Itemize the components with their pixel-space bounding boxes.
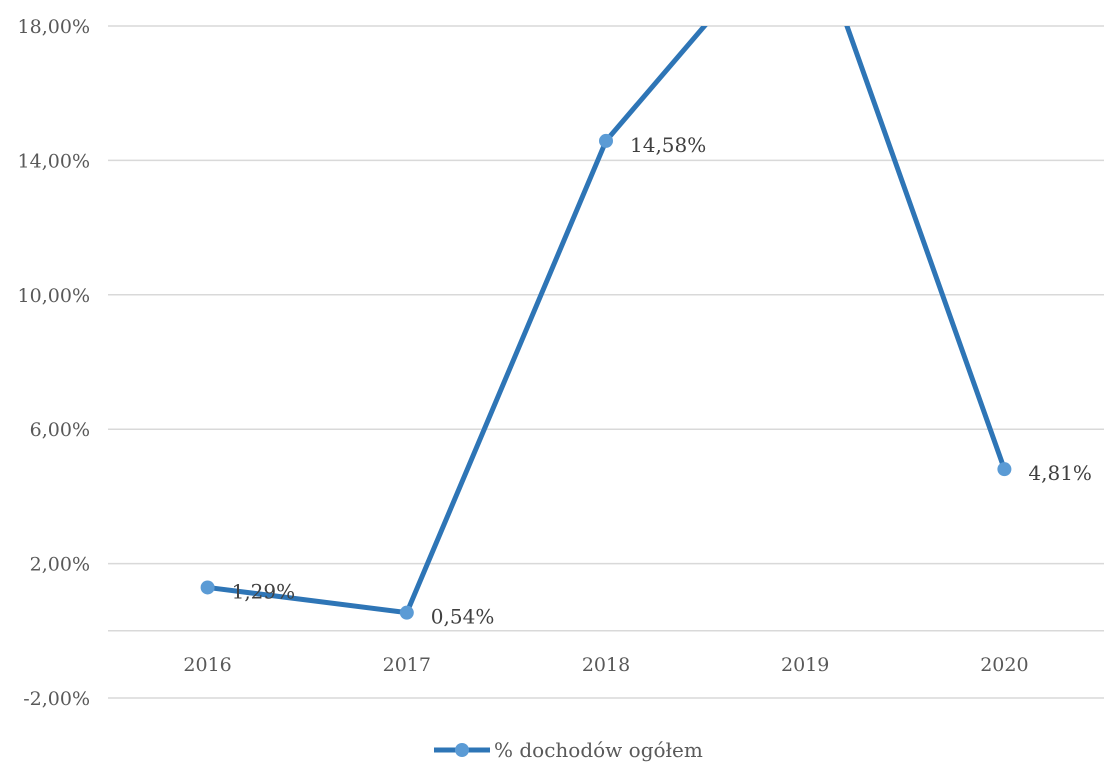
x-tick-label: 2018 — [582, 654, 630, 676]
y-tick-label: 2,00% — [30, 554, 90, 576]
data-point-label: 0,54% — [431, 605, 495, 629]
x-axis-tick-labels: 2016 2017 2018 2019 2020 — [183, 654, 1028, 676]
y-tick-label: -2,00% — [23, 688, 90, 710]
data-point-label: 4,81% — [1028, 461, 1092, 485]
data-point-marker — [200, 580, 215, 595]
y-tick-label: 10,00% — [18, 285, 90, 307]
data-point-label: 1,29% — [232, 579, 296, 603]
y-tick-label: 18,00% — [18, 16, 90, 38]
x-tick-label: 2020 — [980, 654, 1028, 676]
series — [200, 26, 1012, 620]
x-tick-label: 2019 — [781, 654, 829, 676]
legend-marker-swatch — [455, 743, 469, 757]
data-point-marker — [399, 605, 414, 620]
y-tick-label: 6,00% — [30, 419, 90, 441]
x-tick-label: 2017 — [383, 654, 431, 676]
x-tick-label: 2016 — [183, 654, 231, 676]
y-tick-label: 14,00% — [18, 150, 90, 172]
y-axis-tick-labels: -2,00% 2,00% 6,00% 10,00% 14,00% 18,00% — [18, 16, 90, 710]
series-line — [207, 26, 1007, 616]
legend: % dochodów ogółem — [434, 738, 703, 762]
data-point-label: 14,58% — [630, 133, 706, 157]
data-point-marker — [599, 133, 613, 148]
data-labels: 1,29% 0,54% 14,58% 4,81% — [232, 133, 1092, 629]
data-point-marker — [997, 462, 1012, 477]
legend-entry-label: % dochodów ogółem — [494, 738, 703, 762]
gridlines — [108, 25, 1104, 699]
